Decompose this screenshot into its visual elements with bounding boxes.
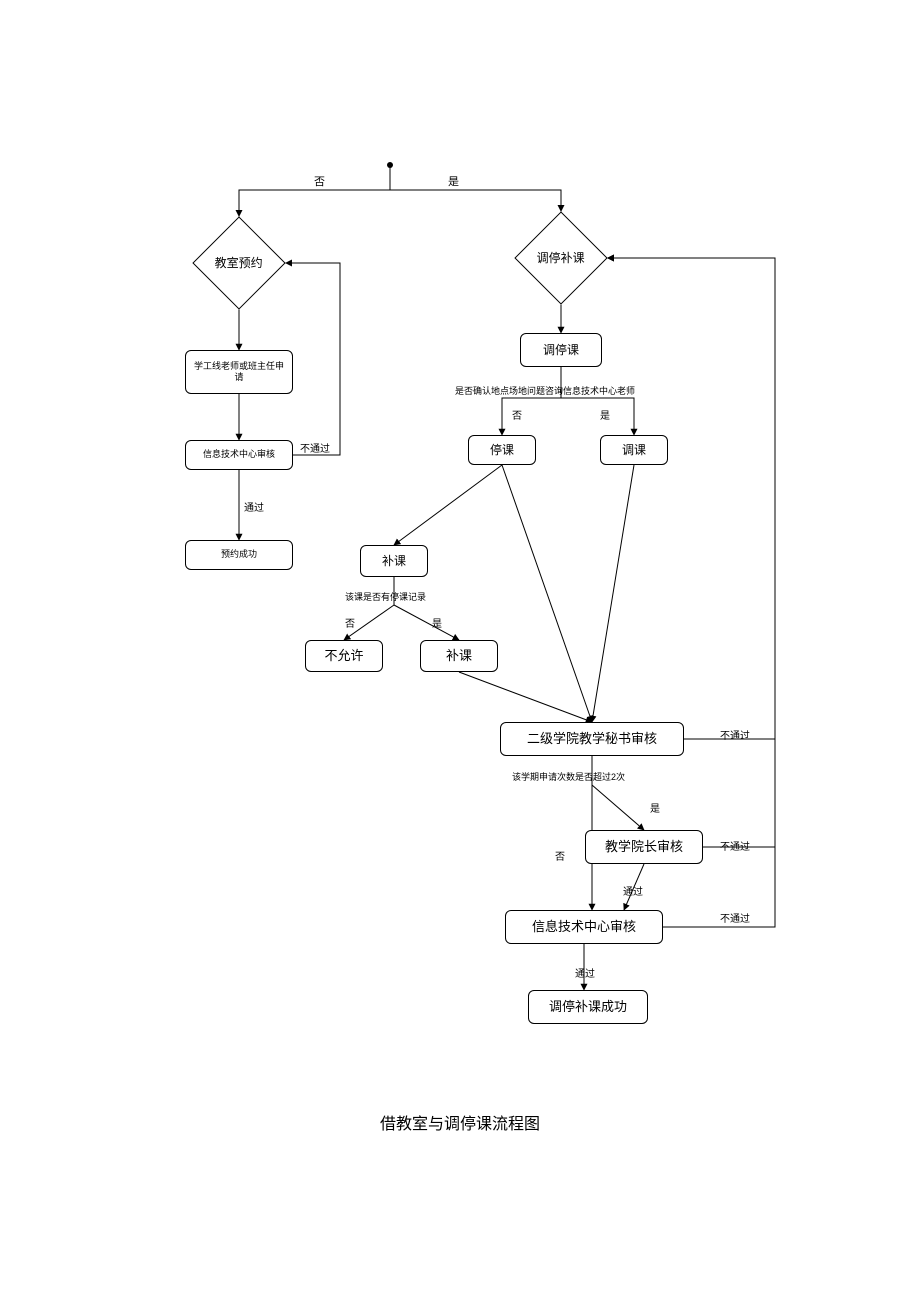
node-r_tiaoting: 调停课 [520, 333, 602, 367]
edge-label-q_count: 该学期申请次数是否超过2次 [512, 770, 625, 783]
node-r_itcenter: 信息技术中心审核 [505, 910, 663, 944]
node-r_apply: 学工线老师或班主任申请 [185, 350, 293, 394]
edge-label-pass_itc: 通过 [575, 965, 595, 980]
node-r_disallow: 不允许 [305, 640, 383, 672]
node-r_itreview: 信息技术中心审核 [185, 440, 293, 470]
node-label: 调停补课 [537, 250, 585, 265]
edge-label-no_top_l: 否 [314, 173, 325, 189]
edge-label-fail_dean: 不通过 [720, 838, 750, 853]
flowchart-stage: 借教室与调停课流程图 教室预约调停补课学工线老师或班主任申请信息技术中心审核预约… [0, 0, 920, 1301]
node-r_success: 预约成功 [185, 540, 293, 570]
node-label: 补课 [382, 554, 406, 569]
node-label: 调停补课成功 [549, 999, 627, 1015]
edge-label-pass_it: 通过 [244, 499, 264, 514]
node-label: 不允许 [324, 648, 363, 664]
node-label: 教室预约 [215, 255, 263, 270]
node-label: 补课 [446, 648, 472, 664]
node-label: 停课 [490, 443, 514, 458]
node-r_tingke: 停课 [468, 435, 536, 465]
edge-label-pass_dean: 通过 [623, 883, 643, 898]
node-label: 信息技术中心审核 [532, 919, 636, 935]
edge-label-q_record: 该课是否有停课记录 [345, 590, 426, 603]
node-r_tiaoke: 调课 [600, 435, 668, 465]
node-label: 调停课 [543, 343, 579, 358]
edge-label-yes_cnt: 是 [650, 800, 660, 815]
node-r_dean: 教学院长审核 [585, 830, 703, 864]
node-label: 信息技术中心审核 [203, 449, 275, 460]
node-r_buke1: 补课 [360, 545, 428, 577]
node-r_sec: 二级学院教学秘书审核 [500, 722, 684, 756]
node-label: 调课 [622, 443, 646, 458]
node-label: 学工线老师或班主任申请 [192, 361, 286, 384]
node-label: 教学院长审核 [605, 839, 683, 855]
start-dot [387, 162, 393, 168]
node-r_done: 调停补课成功 [528, 990, 648, 1024]
edge-label-no_cnt: 否 [555, 848, 565, 863]
edge-label-yes_venue: 是 [600, 407, 610, 422]
edge-label-yes_rec: 是 [432, 615, 442, 630]
node-r_buke2: 补课 [420, 640, 498, 672]
edge-label-q_venue: 是否确认地点场地问题咨询信息技术中心老师 [455, 384, 635, 397]
edge-label-no_rec: 否 [345, 615, 355, 630]
caption: 借教室与调停课流程图 [0, 1110, 920, 1134]
edge-label-fail_it: 不通过 [300, 440, 330, 455]
node-label: 预约成功 [221, 549, 257, 560]
edge-label-fail_sec: 不通过 [720, 727, 750, 742]
edge-label-yes_top_r: 是 [448, 173, 459, 189]
edge-label-fail_itc: 不通过 [720, 910, 750, 925]
node-label: 二级学院教学秘书审核 [527, 731, 657, 747]
edge-label-no_venue: 否 [512, 407, 522, 422]
